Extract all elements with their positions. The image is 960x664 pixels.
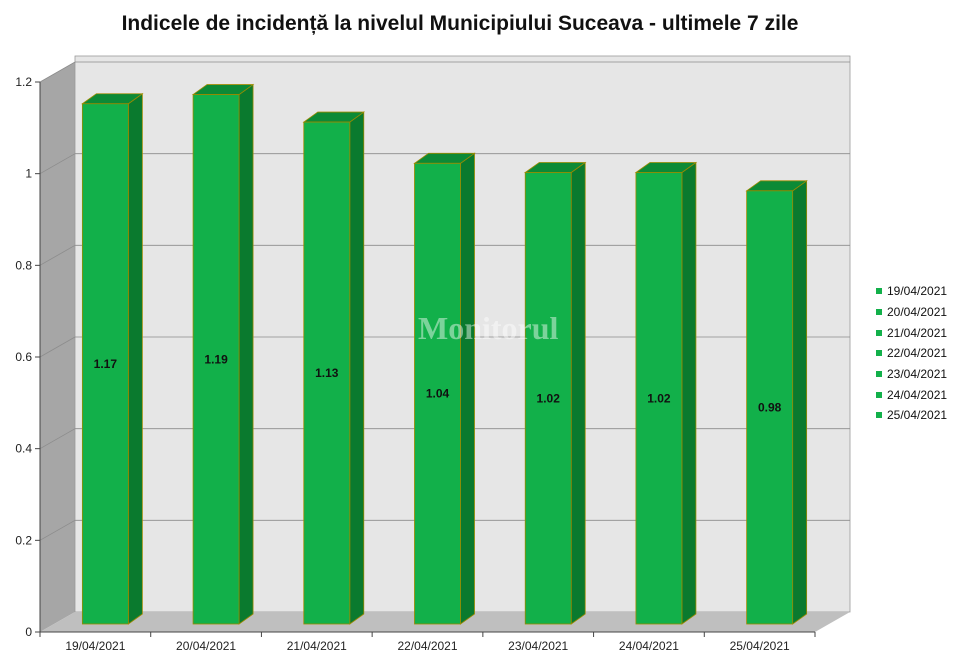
y-tick-label: 1.2 (15, 75, 32, 89)
gridline-diag (39, 153, 76, 175)
data-label: 1.02 (647, 391, 671, 405)
legend-swatch (876, 350, 882, 357)
x-tick-label: 25/04/2021 (730, 639, 790, 653)
y-tick-label: 0.4 (15, 442, 32, 456)
legend-label: 24/04/2021 (887, 387, 948, 402)
y-tick-label: 1 (25, 167, 32, 181)
x-tick-label: 21/04/2021 (287, 639, 347, 653)
bar-side (792, 180, 808, 625)
legend-swatch (876, 412, 882, 419)
data-label: 1.17 (94, 357, 118, 371)
bar-front (414, 162, 461, 625)
y-tick-label: 0.2 (15, 533, 32, 547)
bar (302, 111, 366, 625)
y-tick-label: 0.8 (15, 258, 32, 272)
x-tick-label: 22/04/2021 (397, 639, 457, 653)
bar-front (746, 190, 794, 625)
data-label: 1.19 (204, 352, 228, 366)
bar (634, 161, 698, 625)
legend-swatch (876, 329, 882, 336)
legend-label: 25/04/2021 (887, 408, 948, 423)
legend-swatch (876, 371, 882, 378)
legend-label: 22/04/2021 (887, 346, 948, 361)
bar (523, 161, 587, 625)
bars (81, 83, 808, 625)
gridline-diag (39, 336, 76, 358)
bar-front (524, 172, 572, 625)
bar (191, 83, 255, 625)
bar-side (238, 83, 254, 625)
bar-side (460, 152, 475, 625)
y-axis: 0 0.2 0.4 0.6 0.8 1 1.2 (15, 75, 41, 639)
legend-item: 21/04/2021 (876, 322, 947, 343)
legend-item: 23/04/2021 (876, 364, 947, 385)
legend-swatch (876, 391, 882, 398)
x-tick-label: 19/04/2021 (65, 639, 125, 653)
gridline-diag (39, 244, 76, 266)
legend-item: 25/04/2021 (876, 405, 947, 426)
data-label: 1.13 (315, 366, 339, 380)
bar (745, 180, 808, 625)
legend-label: 19/04/2021 (887, 284, 948, 299)
y-tick-label: 0 (25, 625, 32, 639)
gridline-diag (39, 519, 76, 541)
bar-front (303, 121, 351, 625)
legend-item: 22/04/2021 (876, 343, 947, 364)
bar-side (681, 161, 697, 625)
data-label: 0.98 (758, 400, 782, 414)
legend-label: 21/04/2021 (887, 325, 948, 340)
bar-front (635, 172, 683, 625)
x-tick-label: 24/04/2021 (619, 639, 679, 653)
legend-swatch (876, 288, 882, 295)
chart-title: Indicele de incidență la nivelul Municip… (121, 12, 799, 35)
bar-side (127, 92, 143, 625)
x-axis: 19/04/2021 20/04/2021 21/04/2021 22/04/2021… (39, 631, 816, 653)
data-labels: 1.17 1.19 1.13 1.04 1.02 1.02 0.98 (94, 352, 782, 414)
bar-front (192, 94, 240, 625)
legend: 19/04/2021 20/04/2021 21/04/2021 22/04/2021… (876, 281, 947, 426)
legend-swatch (876, 309, 882, 316)
legend-label: 20/04/2021 (887, 305, 948, 320)
bar-side (349, 111, 365, 625)
legend-item: 24/04/2021 (876, 384, 947, 405)
legend-item: 19/04/2021 (876, 281, 947, 302)
data-label: 1.02 (537, 391, 561, 405)
gridline-diag (39, 428, 76, 450)
legend-label: 23/04/2021 (887, 367, 948, 382)
bar (413, 152, 476, 625)
x-tick-label: 23/04/2021 (508, 639, 568, 653)
y-tick-label: 0.6 (15, 350, 32, 364)
data-label: 1.04 (426, 387, 450, 401)
legend-item: 20/04/2021 (876, 302, 947, 323)
bar-side (570, 161, 586, 625)
gridline-diag (39, 61, 76, 83)
watermark: Monitorul (418, 310, 559, 346)
bar-front (81, 103, 129, 625)
x-tick-label: 20/04/2021 (176, 639, 236, 653)
bar (81, 92, 144, 625)
